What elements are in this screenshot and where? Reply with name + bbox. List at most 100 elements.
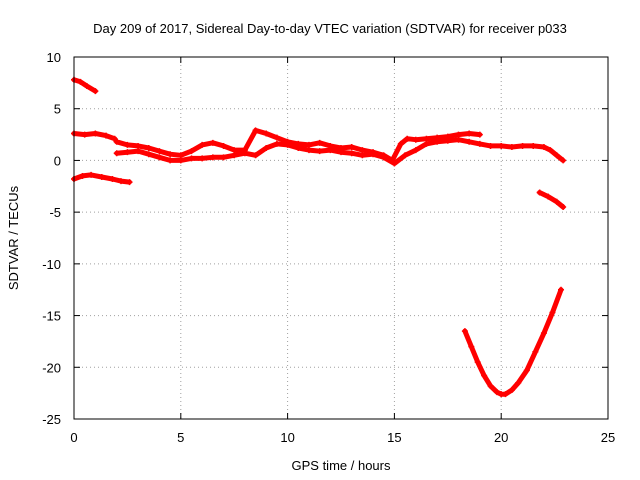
data-point (370, 151, 377, 158)
data-point (252, 127, 259, 134)
y-tick-label: 5 (54, 102, 61, 117)
data-point (508, 387, 515, 394)
data-point (220, 142, 227, 149)
data-point (167, 151, 174, 158)
data-point (135, 148, 142, 155)
data-point (327, 147, 334, 154)
y-tick-label: -5 (49, 205, 61, 220)
data-point (412, 136, 419, 143)
x-tick-label: 10 (280, 430, 294, 445)
data-point (135, 142, 142, 149)
series-track-v-dip (461, 286, 565, 398)
data-point (508, 143, 515, 150)
data-point (498, 142, 505, 149)
data-point (188, 155, 195, 162)
data-point (209, 154, 216, 161)
data-point (117, 178, 124, 185)
data-point (273, 140, 280, 147)
y-tick-label: -25 (42, 412, 61, 427)
data-point (461, 328, 468, 335)
series-track-upper-band (71, 127, 483, 164)
data-point (481, 372, 488, 379)
data-point (455, 131, 462, 138)
data-point (493, 389, 500, 396)
data-point (487, 382, 494, 389)
data-point (113, 150, 120, 157)
y-axis-label: SDTVAR / TECUs (6, 185, 21, 290)
data-point (549, 309, 556, 316)
data-point (241, 150, 248, 157)
data-point (103, 132, 110, 139)
x-tick-label: 20 (494, 430, 508, 445)
data-point (92, 130, 99, 137)
data-point (273, 134, 280, 141)
data-point (156, 154, 163, 161)
data-point (156, 148, 163, 155)
series-track-high-early (71, 76, 99, 95)
axis-ticks (73, 56, 609, 420)
data-point (474, 359, 481, 366)
data-point (124, 141, 131, 148)
data-point (476, 140, 483, 147)
data-point (444, 137, 451, 144)
data-point (553, 152, 560, 159)
data-point (263, 145, 270, 152)
data-point (348, 150, 355, 157)
data-point (348, 143, 355, 150)
data-point (523, 367, 530, 374)
data-point (113, 138, 120, 145)
y-tick-label: 0 (54, 153, 61, 168)
data-point (359, 147, 366, 154)
data-point (423, 140, 430, 147)
data-point (404, 135, 411, 142)
data-point (109, 176, 116, 183)
data-point (412, 147, 419, 154)
series-track-lower-band (113, 136, 567, 167)
data-point (530, 142, 537, 149)
series-line (71, 77, 98, 94)
data-point (316, 148, 323, 155)
data-point (177, 152, 184, 159)
data-point (359, 152, 366, 159)
tick-labels: 0 5 10 15 20 25 -25 -20 -15 -10 -5 0 5 10 (42, 50, 615, 445)
data-point (476, 131, 483, 138)
series-line (537, 190, 566, 210)
data-point (316, 139, 323, 146)
x-tick-label: 25 (601, 430, 615, 445)
data-point (220, 154, 227, 161)
data-point (397, 140, 404, 147)
series-track-late-decline (536, 189, 567, 210)
data-point (81, 131, 88, 138)
data-point (380, 154, 387, 161)
data-point (487, 142, 494, 149)
data-point (167, 157, 174, 164)
data-point (252, 152, 259, 159)
data-point (468, 343, 475, 350)
y-tick-label: -15 (42, 309, 61, 324)
data-point (455, 136, 462, 143)
data-point (558, 286, 565, 293)
data-point (145, 145, 152, 152)
data-point (502, 391, 509, 398)
data-point (402, 152, 409, 159)
data-point (98, 173, 105, 180)
y-tick-label: -10 (42, 257, 61, 272)
data-point (284, 141, 291, 148)
data-point (79, 172, 86, 179)
data-point (83, 82, 90, 89)
data-series (71, 76, 567, 398)
y-tick-label: -20 (42, 360, 61, 375)
data-point (423, 135, 430, 142)
data-point (540, 330, 547, 337)
data-point (295, 145, 302, 152)
data-point (209, 139, 216, 146)
x-tick-label: 0 (70, 430, 77, 445)
data-point (124, 149, 131, 156)
chart-title: Day 209 of 2017, Sidereal Day-to-day VTE… (93, 21, 567, 36)
x-axis-label: GPS time / hours (292, 458, 391, 473)
data-point (338, 149, 344, 156)
data-point (434, 138, 441, 145)
data-point (466, 138, 473, 145)
data-point (466, 130, 473, 137)
